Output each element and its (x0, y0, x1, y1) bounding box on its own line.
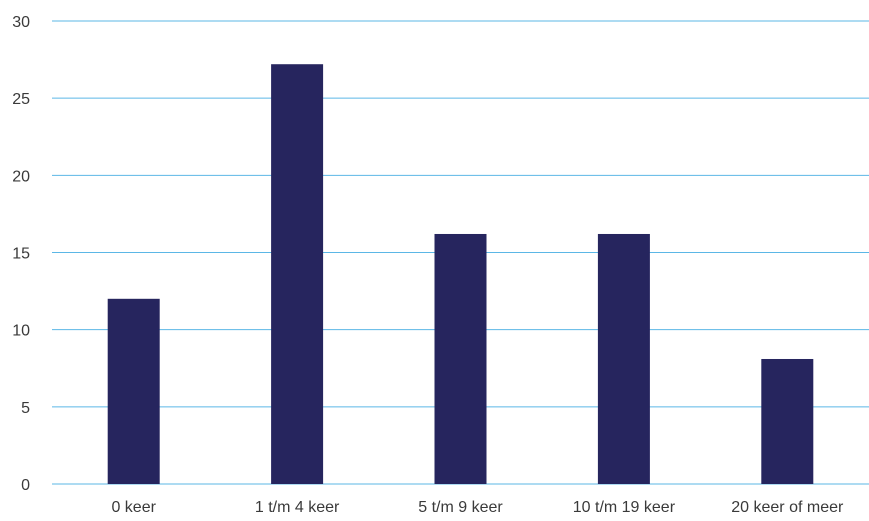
y-tick-label: 25 (12, 91, 30, 108)
x-tick-label: 1 t/m 4 keer (255, 499, 340, 516)
x-tick-label: 20 keer of meer (731, 499, 844, 516)
bar (761, 358, 814, 484)
bars (107, 64, 814, 485)
y-tick-label: 10 (12, 323, 30, 340)
y-axis-ticks: 0 5 10 15 20 25 30 (12, 14, 30, 494)
y-tick-label: 5 (21, 400, 30, 417)
bar (434, 233, 487, 484)
y-tick-label: 20 (12, 168, 30, 185)
y-tick-label: 30 (12, 14, 30, 31)
x-tick-label: 5 t/m 9 keer (418, 499, 503, 516)
bar (597, 233, 650, 484)
y-tick-label: 0 (21, 477, 30, 494)
bar (107, 298, 160, 484)
x-tick-label: 10 t/m 19 keer (573, 499, 676, 516)
y-tick-label: 15 (12, 246, 30, 263)
x-tick-label: 0 keer (111, 499, 156, 516)
bar (271, 64, 324, 485)
x-axis-ticks: 0 keer 1 t/m 4 keer 5 t/m 9 keer 10 t/m 19 … (111, 499, 844, 516)
